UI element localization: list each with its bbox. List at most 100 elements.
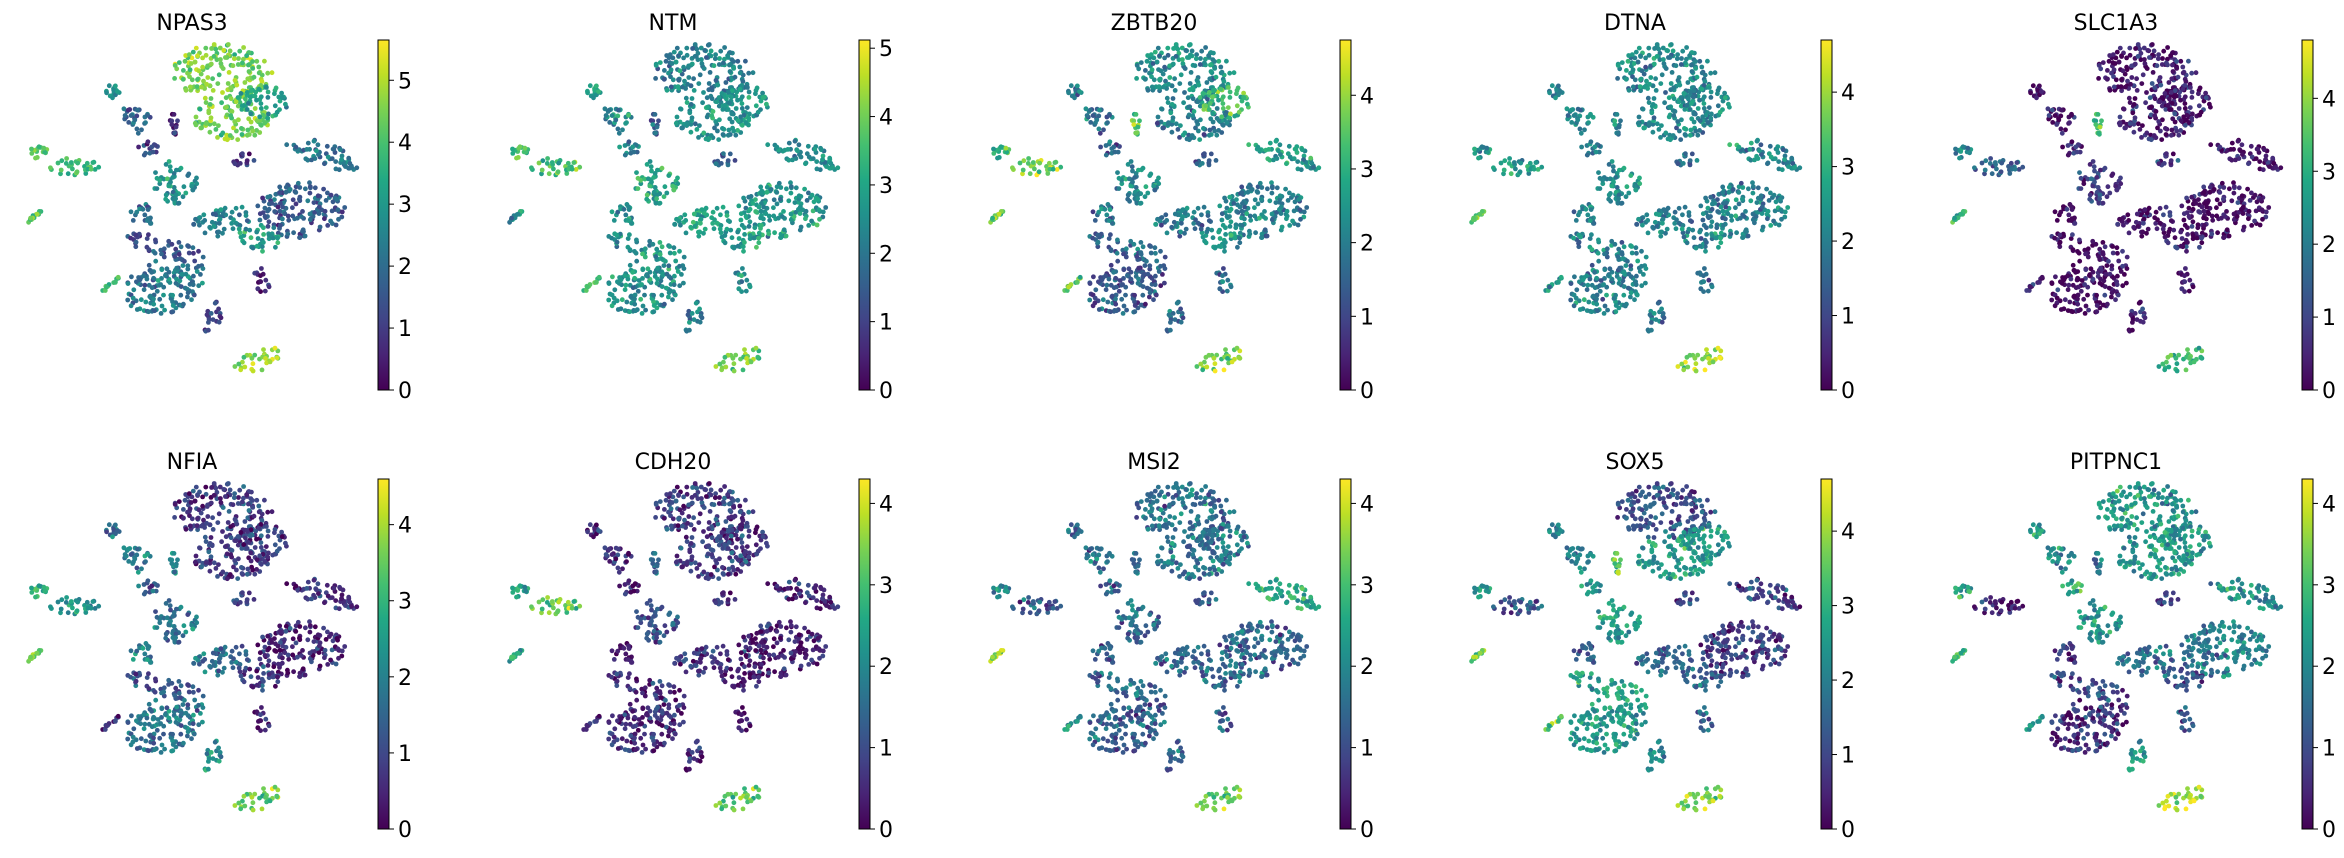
scatter-point [677, 249, 682, 254]
scatter-point [213, 47, 218, 52]
scatter-point [2118, 46, 2123, 51]
scatter-point [650, 122, 655, 127]
scatter-point [208, 130, 213, 135]
scatter-point [646, 266, 651, 271]
scatter-point [1113, 276, 1118, 281]
scatter-point [2157, 161, 2162, 166]
scatter-point [2073, 145, 2078, 150]
scatter-point [252, 75, 257, 80]
scatter-point [179, 244, 184, 249]
scatter-point [1652, 46, 1657, 51]
scatter-point [1713, 236, 1718, 241]
scatter-point [152, 308, 157, 313]
scatter-point [1026, 156, 1031, 161]
scatter-point [1184, 227, 1189, 232]
scatter-point [1091, 303, 1096, 308]
scatter-point [1638, 84, 1643, 89]
scatter-point [1248, 214, 1253, 219]
scatter-point [1235, 346, 1240, 351]
scatter-point [727, 63, 732, 68]
scatter-point [2136, 121, 2141, 126]
scatter-point [240, 205, 245, 210]
scatter-point [1286, 198, 1291, 203]
scatter-point [1136, 125, 1141, 130]
scatter-point [2117, 121, 2122, 126]
scatter-point [129, 209, 134, 214]
scatter-point [2161, 49, 2166, 54]
scatter-point [1622, 166, 1627, 171]
scatter-point [1590, 263, 1595, 268]
scatter-point [147, 294, 152, 299]
scatter-point [1682, 235, 1687, 240]
scatter-point [798, 211, 803, 216]
scatter-point [1088, 281, 1093, 286]
scatter-point [56, 161, 61, 166]
scatter-point [1153, 245, 1158, 250]
scatter-point [627, 232, 632, 237]
scatter-point [1589, 139, 1594, 144]
scatter-point [2069, 113, 2074, 118]
scatter-point [720, 235, 725, 240]
scatter-point [1625, 259, 1630, 264]
scatter-point [1180, 217, 1185, 222]
scatter-point [1733, 205, 1738, 210]
scatter-point [1203, 45, 1208, 50]
scatter-point [318, 225, 323, 230]
scatter-point [1785, 205, 1790, 210]
scatter-point [172, 131, 177, 136]
scatter-point [1627, 272, 1632, 277]
scatter-point [2047, 113, 2052, 118]
scatter-point [1134, 76, 1139, 81]
scatter-point [806, 223, 811, 228]
scatter-point [1645, 218, 1650, 223]
scatter-point [133, 233, 138, 238]
scatter-point [1253, 197, 1258, 202]
scatter-point [266, 95, 271, 100]
scatter-point [1141, 166, 1146, 171]
scatter-point [1637, 46, 1642, 51]
scatter-point [672, 251, 677, 256]
scatter-point [793, 139, 798, 144]
scatter-point [2181, 114, 2186, 119]
scatter-point [705, 95, 710, 100]
scatter-point [690, 62, 695, 67]
scatter-point [674, 217, 679, 222]
scatter-point [240, 132, 245, 137]
scatter-point [607, 108, 612, 113]
scatter-point [1680, 212, 1685, 217]
scatter-point [591, 95, 596, 100]
scatter-point [1704, 347, 1709, 352]
scatter-point [778, 197, 783, 202]
scatter-point [1117, 176, 1122, 181]
scatter-point [1616, 63, 1621, 68]
scatter-point [162, 308, 167, 313]
scatter-point [1136, 266, 1141, 271]
scatter-point [116, 275, 121, 280]
scatter-point [1212, 129, 1217, 134]
scatter-point [1729, 218, 1734, 223]
scatter-point [738, 114, 743, 119]
colorbar-tick-label: 2 [398, 255, 412, 280]
scatter-point [754, 245, 759, 250]
scatter-point [1711, 360, 1716, 365]
scatter-point [1688, 218, 1693, 223]
scatter-point [750, 201, 755, 206]
scatter-point [209, 46, 214, 51]
scatter-point [2181, 87, 2186, 92]
scatter-point [1765, 216, 1770, 221]
scatter-point [325, 144, 330, 149]
scatter-point [1183, 66, 1188, 71]
scatter-point [1634, 245, 1639, 250]
scatter-point [1212, 356, 1217, 361]
scatter-point [1255, 190, 1260, 195]
scatter-point [169, 122, 174, 127]
scatter-point [2165, 103, 2170, 108]
scatter-point [754, 346, 759, 351]
scatter-point [1130, 180, 1135, 185]
scatter-point [2075, 150, 2080, 155]
scatter-point [91, 160, 96, 165]
scatter-point [1217, 204, 1222, 209]
scatter-point [291, 197, 296, 202]
scatter-point [1139, 240, 1144, 245]
scatter-point [1569, 281, 1574, 286]
